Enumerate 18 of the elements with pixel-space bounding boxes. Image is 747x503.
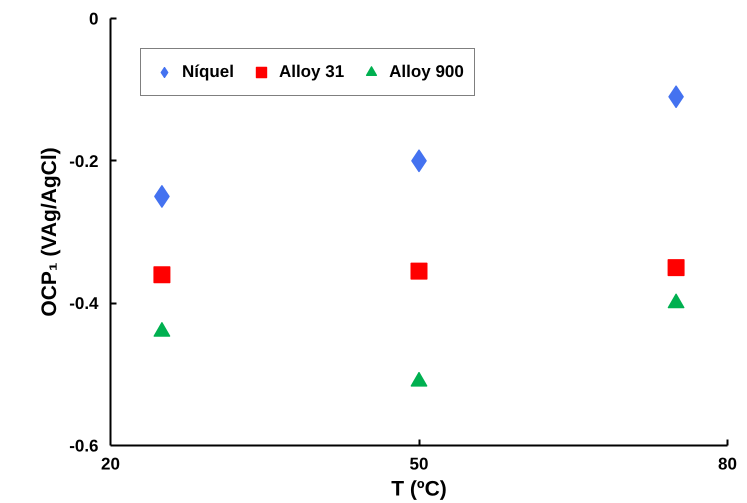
point [410, 372, 428, 387]
legend-label: Níquel [182, 62, 234, 82]
y-tick-label: -0.6 [69, 436, 99, 456]
y-tick-label: -0.2 [69, 152, 99, 171]
legend-label: Alloy 31 [278, 62, 344, 82]
legend-label: Alloy 900 [389, 62, 464, 82]
point [410, 262, 428, 280]
point [153, 266, 170, 284]
y-axis-title: OCP₁ (VAg/AgCl) [38, 147, 62, 317]
x-tick-label: 50 [410, 454, 428, 474]
x-tick-label: 80 [718, 454, 737, 474]
point [668, 259, 685, 276]
point [668, 293, 685, 308]
point [153, 322, 170, 337]
x-tick-label: 20 [101, 454, 120, 474]
x-axis-title: T (ºC) [391, 478, 447, 500]
y-tick-label: 0 [89, 10, 99, 28]
y-tick-label: -0.4 [69, 294, 100, 314]
